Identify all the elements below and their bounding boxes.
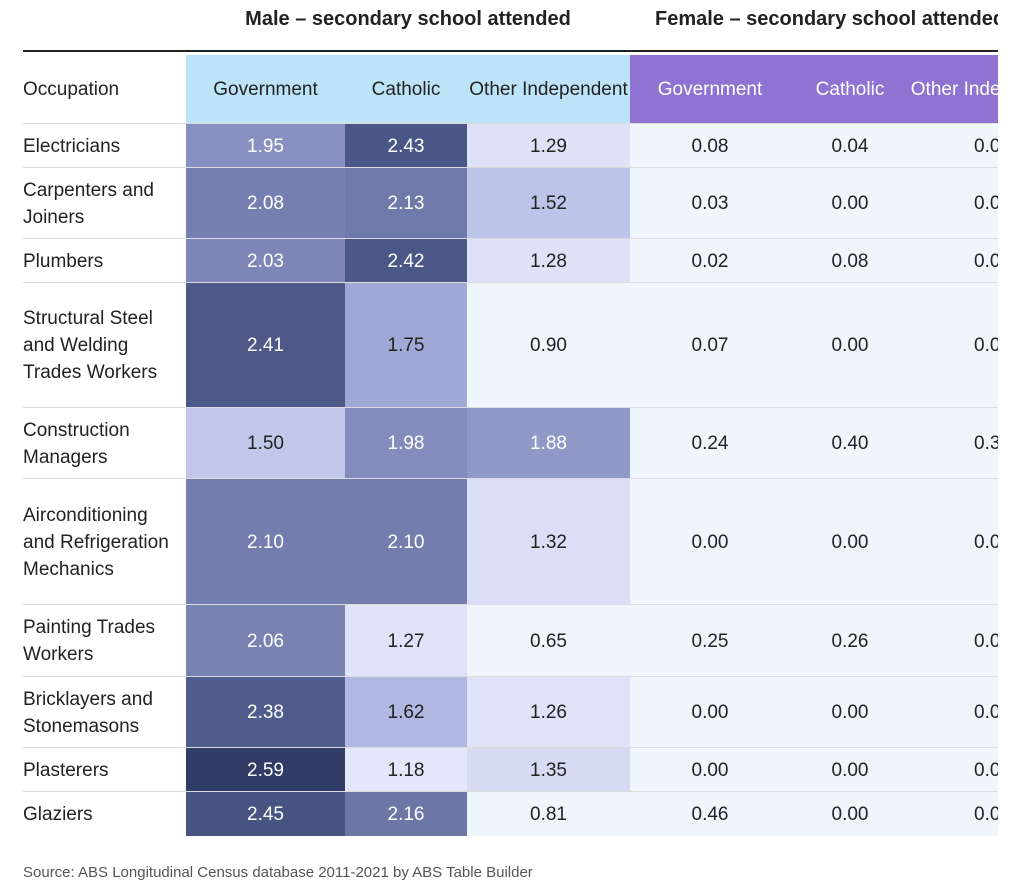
value-cell: 0.0 bbox=[910, 605, 998, 677]
group-title: Female – secondary school attended bbox=[655, 8, 998, 30]
value-cell: 2.08 bbox=[186, 168, 345, 239]
value-cell: 0.02 bbox=[630, 239, 790, 283]
value-cell: 0.0 bbox=[910, 748, 998, 792]
value-cell: 0.81 bbox=[467, 792, 630, 836]
row-separator bbox=[23, 167, 998, 168]
row-separator bbox=[23, 604, 998, 605]
value-cell: 0.24 bbox=[630, 408, 790, 479]
value-cell: 1.52 bbox=[467, 168, 630, 239]
value-cell: 2.42 bbox=[345, 239, 467, 283]
value-cell: 0.0 bbox=[910, 168, 998, 239]
value-cell: 0.46 bbox=[630, 792, 790, 836]
row-separator bbox=[23, 791, 998, 792]
value-cell: 0.08 bbox=[630, 124, 790, 168]
occupation: Plasterers bbox=[23, 759, 109, 781]
occupation: Construction Managers bbox=[23, 419, 130, 468]
column-header: Other Independent bbox=[467, 55, 630, 124]
value-cell: 0.00 bbox=[790, 283, 910, 408]
column-header: Occupation bbox=[23, 79, 120, 100]
table: Male – secondary school attended Female … bbox=[23, 8, 998, 836]
value-cell: 1.50 bbox=[186, 408, 345, 479]
value-cell: 0.0 bbox=[910, 479, 998, 605]
header-rule bbox=[23, 50, 998, 52]
occupation: Plumbers bbox=[23, 250, 104, 272]
value-cell: 1.28 bbox=[467, 239, 630, 283]
row-separator bbox=[23, 407, 998, 408]
column-header: Catholic bbox=[345, 55, 467, 124]
value-cell: 0.04 bbox=[790, 124, 910, 168]
row-separator bbox=[23, 123, 998, 124]
value-cell: 2.59 bbox=[186, 748, 345, 792]
value-cell: 0.0 bbox=[910, 792, 998, 836]
value-cell: 1.27 bbox=[345, 605, 467, 677]
value-cell: 1.75 bbox=[345, 283, 467, 408]
row-separator bbox=[23, 676, 998, 677]
value-cell: 2.38 bbox=[186, 677, 345, 748]
occupation: Carpenters and Joiners bbox=[23, 179, 154, 228]
value-cell: 1.35 bbox=[467, 748, 630, 792]
value-cell: 0.0 bbox=[910, 283, 998, 408]
value-cell: 0.00 bbox=[630, 479, 790, 605]
value-cell: 2.45 bbox=[186, 792, 345, 836]
value-cell: 0.3 bbox=[910, 408, 998, 479]
value-cell: 0.08 bbox=[790, 239, 910, 283]
row-separator bbox=[23, 747, 998, 748]
value-cell: 0.00 bbox=[790, 479, 910, 605]
row-separator bbox=[23, 282, 998, 283]
group-title: Male – secondary school attended bbox=[245, 8, 571, 30]
value-cell: 1.98 bbox=[345, 408, 467, 479]
column-header: Government bbox=[186, 55, 345, 124]
occupation: Structural Steel and Welding Trades Work… bbox=[23, 308, 158, 383]
value-cell: 0.40 bbox=[790, 408, 910, 479]
value-cell: 0.00 bbox=[630, 677, 790, 748]
value-cell: 0.00 bbox=[790, 792, 910, 836]
value-cell: 1.62 bbox=[345, 677, 467, 748]
value-cell: 2.13 bbox=[345, 168, 467, 239]
value-cell: 0.03 bbox=[630, 168, 790, 239]
value-cell: 0.0 bbox=[910, 677, 998, 748]
value-cell: 0.07 bbox=[630, 283, 790, 408]
value-cell: 1.88 bbox=[467, 408, 630, 479]
occupation: Glaziers bbox=[23, 803, 93, 825]
value-cell: 0.26 bbox=[790, 605, 910, 677]
value-cell: 1.32 bbox=[467, 479, 630, 605]
column-header: Other Independent bbox=[910, 55, 998, 124]
value-cell: 0.25 bbox=[630, 605, 790, 677]
value-cell: 0.0 bbox=[910, 239, 998, 283]
value-cell: 0.00 bbox=[790, 677, 910, 748]
value-cell: 2.41 bbox=[186, 283, 345, 408]
value-cell: 1.95 bbox=[186, 124, 345, 168]
row-separator bbox=[23, 478, 998, 479]
value-cell: 2.06 bbox=[186, 605, 345, 677]
value-cell: 2.10 bbox=[186, 479, 345, 605]
value-cell: 0.00 bbox=[630, 748, 790, 792]
value-cell: 0.65 bbox=[467, 605, 630, 677]
value-cell: 2.10 bbox=[345, 479, 467, 605]
value-cell: 2.43 bbox=[345, 124, 467, 168]
value-cell: 0.90 bbox=[467, 283, 630, 408]
value-cell: 1.18 bbox=[345, 748, 467, 792]
source-note: Source: ABS Longitudinal Census database… bbox=[23, 864, 533, 881]
column-header: Catholic bbox=[790, 55, 910, 124]
value-cell: 2.16 bbox=[345, 792, 467, 836]
value-cell: 2.03 bbox=[186, 239, 345, 283]
occupation: Bricklayers and Stonemasons bbox=[23, 688, 153, 737]
row-separator bbox=[23, 238, 998, 239]
value-cell: 1.29 bbox=[467, 124, 630, 168]
value-cell: 0.00 bbox=[790, 748, 910, 792]
occupation: Airconditioning and Refrigeration Mechan… bbox=[23, 504, 169, 580]
value-cell: 0.0 bbox=[910, 124, 998, 168]
value-cell: 0.00 bbox=[790, 168, 910, 239]
occupation: Electricians bbox=[23, 135, 121, 157]
column-header: Government bbox=[630, 55, 790, 124]
occupation: Painting Trades Workers bbox=[23, 617, 156, 665]
value-cell: 1.26 bbox=[467, 677, 630, 748]
